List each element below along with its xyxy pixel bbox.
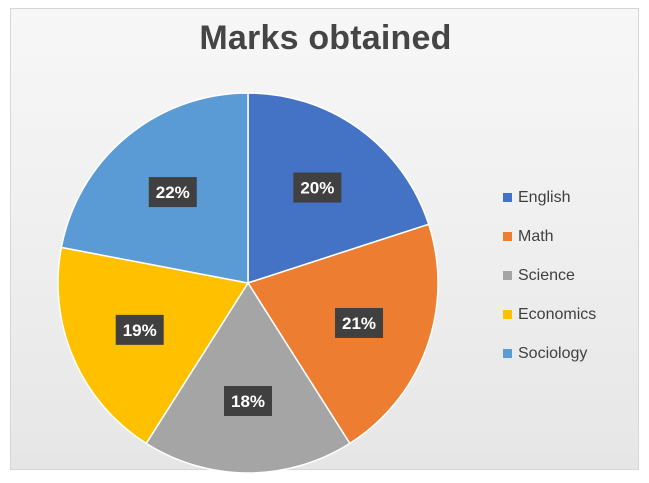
data-label-box xyxy=(115,314,164,345)
data-label-english: 20% xyxy=(293,172,342,203)
chart-title: Marks obtained xyxy=(199,19,452,57)
legend-swatch-science xyxy=(503,271,512,280)
legend-label-english: English xyxy=(518,188,571,206)
legend-swatch-sociology xyxy=(503,349,512,358)
chart-legend: English Math Science Economics Sociology xyxy=(503,178,633,373)
pie-slice-economics xyxy=(57,246,250,445)
legend-item-sociology: Sociology xyxy=(503,334,633,373)
data-label-sociology: 22% xyxy=(148,177,197,208)
data-label-box xyxy=(148,177,197,208)
legend-swatch-english xyxy=(503,193,512,202)
legend-item-english: English xyxy=(503,178,633,217)
data-label-box xyxy=(335,307,384,338)
data-label-box xyxy=(224,386,272,416)
legend-swatch-economics xyxy=(503,310,512,319)
legend-swatch-math xyxy=(503,232,512,241)
pie-data-labels: 20% 21% 18% 19% 22% xyxy=(115,172,384,416)
legend-label-science: Science xyxy=(518,266,575,284)
data-label-text: 19% xyxy=(123,321,157,340)
legend-item-math: Math xyxy=(503,217,633,256)
data-label-economics: 19% xyxy=(115,314,164,345)
legend-item-economics: Economics xyxy=(503,295,633,334)
legend-label-sociology: Sociology xyxy=(518,344,588,362)
data-label-math: 21% xyxy=(335,307,384,338)
data-label-text: 22% xyxy=(156,183,190,202)
legend-label-math: Math xyxy=(518,227,554,245)
data-label-box xyxy=(293,172,342,203)
data-label-science: 18% xyxy=(224,386,272,416)
data-label-text: 18% xyxy=(231,392,265,411)
legend-item-science: Science xyxy=(503,256,633,295)
pie-slice-science xyxy=(145,281,351,474)
data-label-text: 20% xyxy=(300,179,334,198)
data-label-text: 21% xyxy=(342,314,376,333)
legend-label-economics: Economics xyxy=(518,305,597,323)
